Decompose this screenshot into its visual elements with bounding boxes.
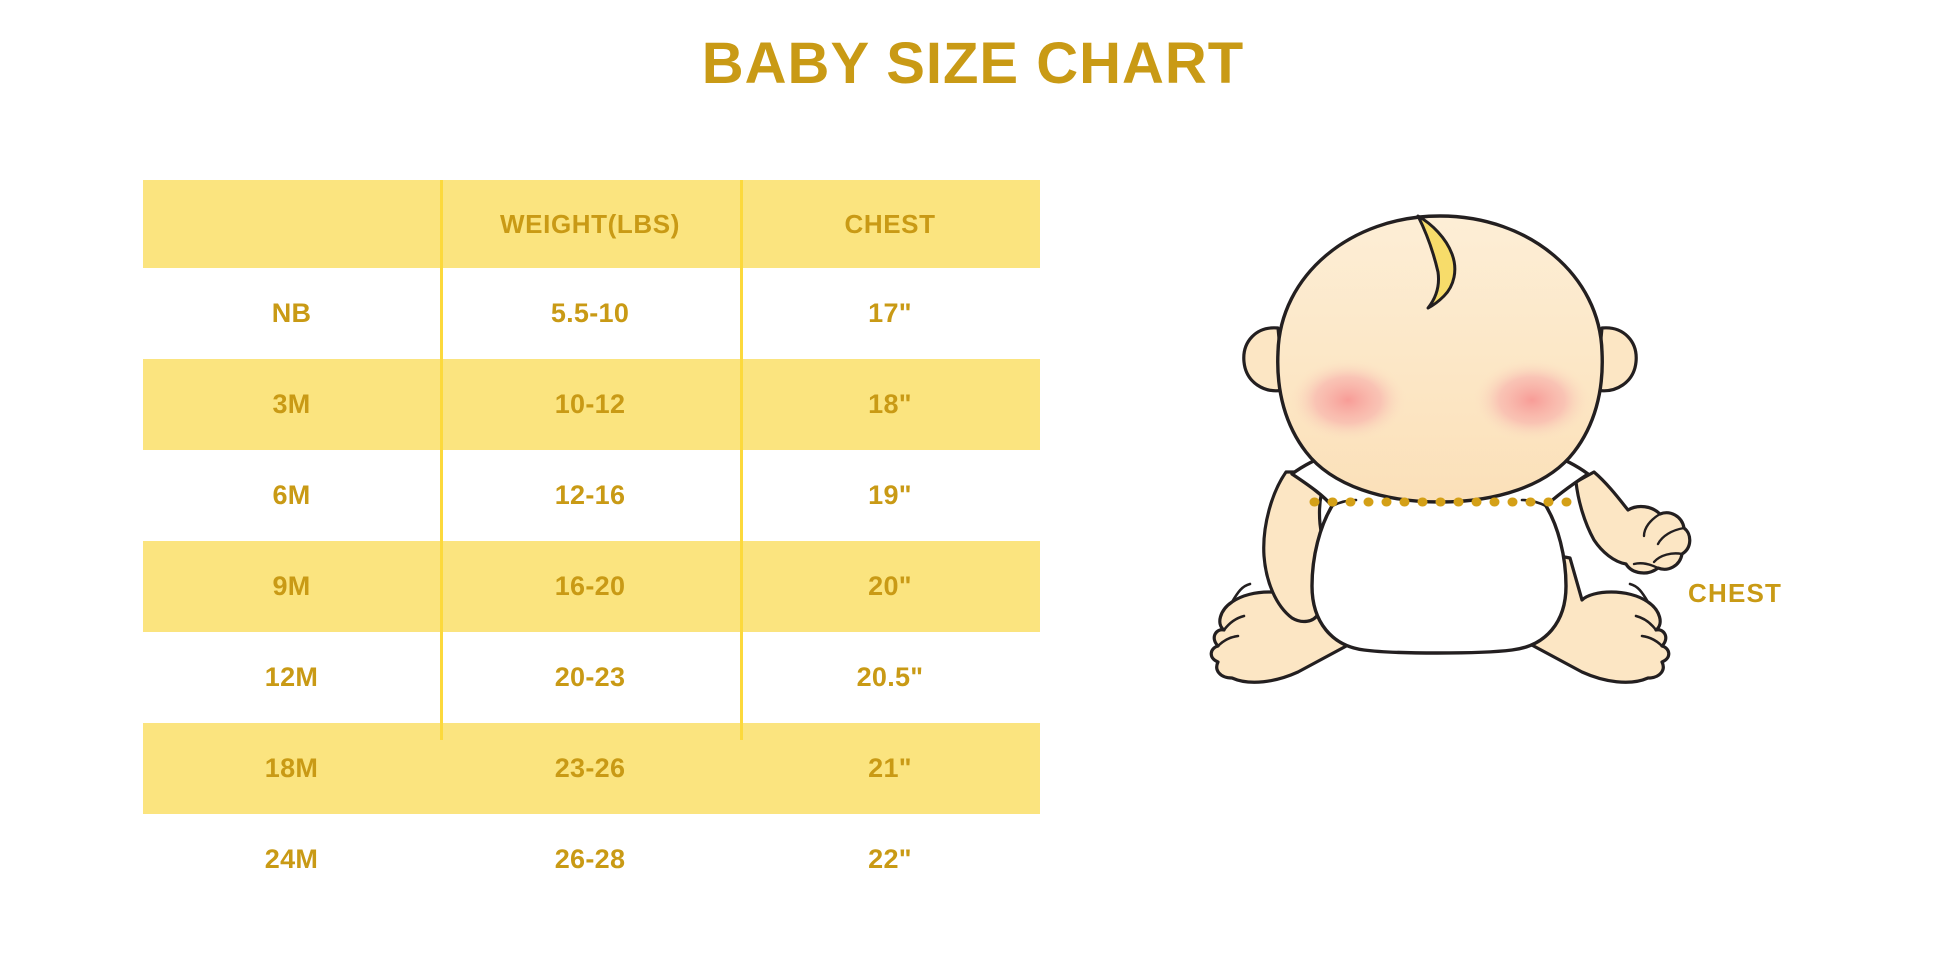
cell-size: 9M bbox=[272, 571, 311, 601]
size-chart-table: WEIGHT(LBS) CHEST NB 5.5-10 17" 3M 10-12… bbox=[143, 180, 1040, 905]
chest-annotation-label: CHEST bbox=[1688, 578, 1783, 608]
cell-size: 6M bbox=[272, 480, 311, 510]
cell-weight: 20-23 bbox=[554, 662, 626, 692]
cell-chest: 21" bbox=[868, 753, 912, 783]
cell-weight: 12-16 bbox=[554, 480, 626, 510]
cell-size: NB bbox=[271, 298, 312, 328]
table-body: NB 5.5-10 17" 3M 10-12 18" 6M 12-16 19" … bbox=[143, 268, 1040, 905]
cell-chest: 22" bbox=[868, 844, 912, 874]
table-row: 3M 10-12 18" bbox=[143, 359, 1040, 450]
column-header-size bbox=[143, 180, 440, 268]
table-row: 9M 16-20 20" bbox=[143, 541, 1040, 632]
cell-size: 24M bbox=[264, 844, 319, 874]
table-row: 12M 20-23 20.5" bbox=[143, 632, 1040, 723]
cell-weight: 5.5-10 bbox=[550, 298, 630, 328]
table-row: 24M 26-28 22" bbox=[143, 814, 1040, 905]
cell-weight: 16-20 bbox=[554, 571, 626, 601]
cell-size: 12M bbox=[264, 662, 319, 692]
cell-chest: 20.5" bbox=[856, 662, 924, 692]
cell-weight: 26-28 bbox=[554, 844, 626, 874]
table-row: NB 5.5-10 17" bbox=[143, 268, 1040, 359]
cell-size: 3M bbox=[272, 389, 311, 419]
cell-chest: 18" bbox=[868, 389, 912, 419]
table-header: WEIGHT(LBS) CHEST bbox=[143, 180, 1040, 268]
cell-chest: 19" bbox=[868, 480, 912, 510]
column-divider-line bbox=[440, 180, 443, 740]
page-title: BABY SIZE CHART bbox=[701, 31, 1245, 96]
cell-size: 18M bbox=[264, 753, 319, 783]
cell-weight: 10-12 bbox=[554, 389, 626, 419]
table-row: 6M 12-16 19" bbox=[143, 450, 1040, 541]
table-row: 18M 23-26 21" bbox=[143, 723, 1040, 814]
baby-sitting-illustration-icon bbox=[1180, 210, 1700, 790]
column-divider-line bbox=[740, 180, 743, 740]
cell-weight: 23-26 bbox=[554, 753, 626, 783]
column-header-chest: CHEST bbox=[844, 208, 936, 239]
cell-chest: 20" bbox=[868, 571, 912, 601]
table-header-row: WEIGHT(LBS) CHEST bbox=[143, 180, 1040, 268]
column-header-weight: WEIGHT(LBS) bbox=[500, 208, 680, 239]
cell-chest: 17" bbox=[868, 298, 912, 328]
